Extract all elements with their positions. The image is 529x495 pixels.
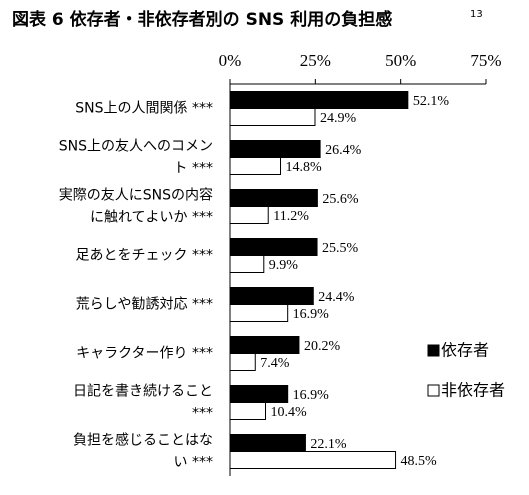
bar: [229, 189, 318, 207]
legend-swatch: [427, 344, 440, 357]
y-tick-label: ***: [192, 406, 213, 422]
y-tick-label: キャラクター作り ***: [76, 346, 213, 362]
value-label: 25.5%: [322, 241, 359, 256]
x-tick-label: 75%: [470, 51, 501, 70]
value-label: 9.9%: [269, 258, 299, 273]
value-label: 26.4%: [325, 143, 362, 158]
bar: [229, 402, 266, 420]
bar: [229, 353, 256, 371]
value-label: 16.9%: [293, 307, 330, 322]
bar: [229, 91, 409, 109]
y-tick-label: 日記を書き続けること: [73, 383, 213, 400]
value-label: 11.2%: [273, 209, 309, 224]
bar: [229, 206, 269, 224]
x-tick-label: 0%: [219, 51, 242, 70]
value-label: 16.9%: [293, 388, 330, 403]
value-label: 20.2%: [304, 339, 341, 354]
x-tick-label: 50%: [385, 51, 416, 70]
legend-label: 依存者: [441, 341, 489, 360]
bar: [229, 140, 321, 158]
legend-label: 非依存者: [441, 381, 505, 400]
value-label: 24.9%: [320, 111, 357, 126]
bar: [229, 255, 265, 273]
y-tick-label: い ***: [174, 455, 213, 471]
value-label: 52.1%: [413, 94, 450, 109]
bar: [229, 385, 289, 403]
bar: [229, 238, 318, 256]
y-tick-label: 負担を感じることはな: [73, 432, 213, 449]
y-tick-label: 足あとをチェック ***: [76, 248, 213, 264]
value-label: 25.6%: [322, 192, 359, 207]
y-tick-label: 実際の友人にSNSの内容: [59, 187, 213, 204]
bar: [229, 108, 316, 126]
bar: [229, 304, 289, 322]
value-label: 7.4%: [260, 356, 290, 371]
title-superscript: 13: [470, 9, 483, 20]
value-label: 22.1%: [310, 437, 347, 452]
y-tick-label: SNS上の友人へのコメン: [59, 139, 213, 155]
bar: [229, 287, 314, 305]
value-label: 10.4%: [270, 405, 307, 420]
y-tick-label: SNS上の人間関係 ***: [75, 101, 213, 117]
bar: [229, 157, 282, 175]
y-tick-label: ト ***: [174, 161, 213, 177]
y-tick-label: 荒らしや勧誘対応 ***: [76, 296, 213, 313]
chart-title: 図表 6 依存者・非依存者別の SNS 利用の負担感: [12, 9, 392, 30]
x-tick-label: 25%: [300, 51, 331, 70]
bar: [229, 451, 397, 469]
bar: [229, 336, 300, 354]
bar: [229, 434, 306, 452]
legend-swatch: [427, 384, 440, 397]
value-label: 24.4%: [318, 290, 355, 305]
y-tick-label: に触れてよいか ***: [90, 210, 213, 226]
value-label: 14.8%: [286, 160, 323, 175]
value-label: 48.5%: [401, 454, 438, 469]
